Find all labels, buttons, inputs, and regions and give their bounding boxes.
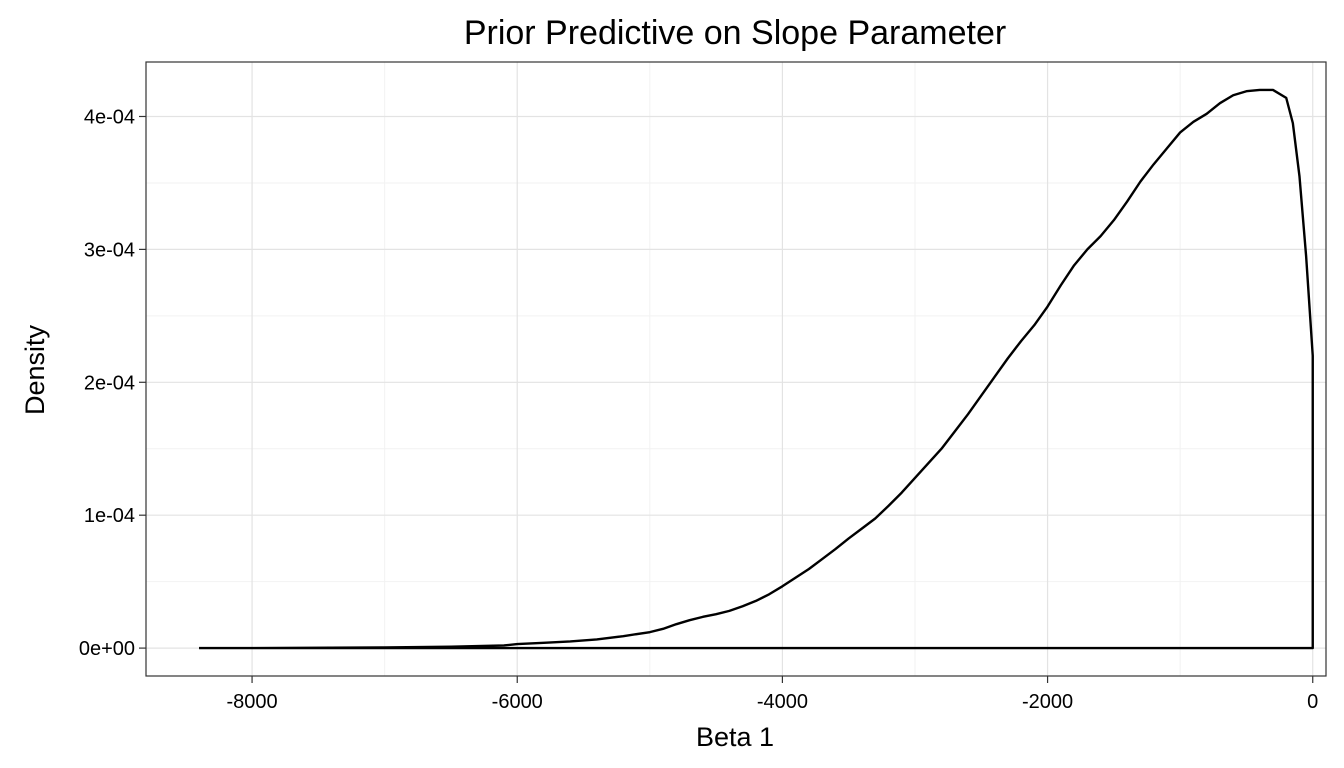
x-tick-label: -8000 — [226, 691, 277, 713]
major-gridlines — [146, 62, 1326, 676]
x-axis-title: Beta 1 — [696, 722, 774, 752]
y-axis-title: Density — [20, 324, 50, 415]
y-tick-label: 0e+00 — [79, 638, 135, 660]
y-tick-label: 2e-04 — [84, 372, 135, 394]
x-tick-label: -2000 — [1022, 691, 1073, 713]
y-tick-label: 1e-04 — [84, 505, 135, 527]
x-axis: -8000 -6000 -4000 -2000 0 — [226, 676, 1318, 713]
density-line — [199, 88, 1314, 650]
panel-border — [145, 61, 1327, 677]
series-layer — [199, 88, 1314, 650]
x-tick-label: 0 — [1307, 691, 1318, 713]
y-tick-label: 3e-04 — [84, 239, 135, 261]
minor-gridlines — [146, 62, 1326, 676]
x-tick-label: -4000 — [757, 691, 808, 713]
chart-title: Prior Predictive on Slope Parameter — [464, 14, 1006, 52]
y-axis: 0e+00 1e-04 2e-04 3e-04 4e-04 — [79, 106, 146, 660]
x-tick-label: -6000 — [492, 691, 543, 713]
y-tick-label: 4e-04 — [84, 106, 135, 128]
